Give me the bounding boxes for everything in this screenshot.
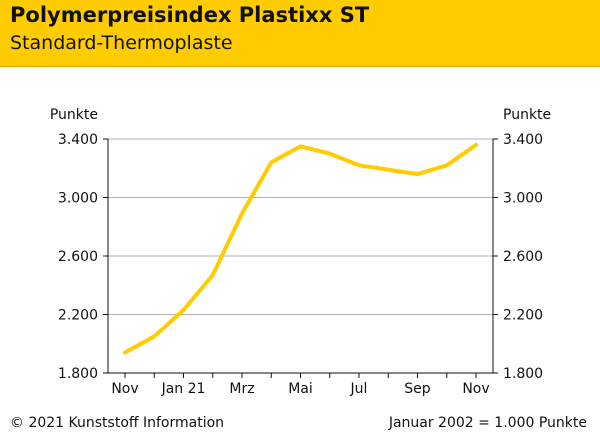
data-point — [269, 160, 273, 164]
data-point — [240, 212, 244, 216]
chart-subtitle: Standard-Thermoplaste — [10, 32, 233, 54]
chart-header: Polymerpreisindex Plastixx ST Standard-T… — [0, 0, 600, 67]
data-point — [445, 163, 449, 167]
y-tick-label-left: 3.400 — [58, 132, 98, 148]
index-base-note: Januar 2002 = 1.000 Punkte — [388, 415, 587, 431]
x-tick-label: Jan 21 — [161, 381, 206, 397]
data-point — [357, 163, 361, 167]
data-point — [211, 273, 215, 277]
series-line — [123, 142, 478, 355]
y-tick-label-right: 3.000 — [503, 191, 543, 207]
x-tick-label: Nov — [111, 381, 138, 397]
y-tick-label-left: 2.600 — [58, 249, 98, 265]
x-tick-label: Mai — [288, 381, 313, 397]
y-tick-label-right: 1.800 — [503, 366, 543, 382]
x-tick-label: Nov — [462, 381, 489, 397]
y-tick-label-left: 2.200 — [58, 308, 98, 324]
y-tick-label-left: 1.800 — [58, 366, 98, 382]
x-tick-label: Sep — [404, 381, 431, 397]
data-point — [416, 172, 419, 176]
data-point — [123, 351, 127, 355]
data-point — [152, 334, 156, 338]
x-tick-label: Jul — [350, 381, 368, 397]
y-tick-label-right: 3.400 — [503, 132, 543, 148]
data-point — [328, 152, 332, 156]
copyright-text: © 2021 Kunststoff Information — [10, 415, 225, 431]
y-axis-title-left: Punkte — [50, 107, 98, 123]
y-tick-label-right: 2.200 — [503, 308, 543, 324]
x-tick-label: Mrz — [229, 381, 254, 397]
data-point — [386, 168, 390, 172]
data-point — [474, 143, 478, 147]
chart-title: Polymerpreisindex Plastixx ST — [10, 3, 370, 27]
y-tick-label-right: 2.600 — [503, 249, 543, 265]
y-axis-title-right: Punkte — [503, 107, 551, 123]
data-point — [299, 144, 302, 148]
y-tick-label-left: 3.000 — [58, 191, 98, 207]
data-point — [182, 308, 185, 312]
